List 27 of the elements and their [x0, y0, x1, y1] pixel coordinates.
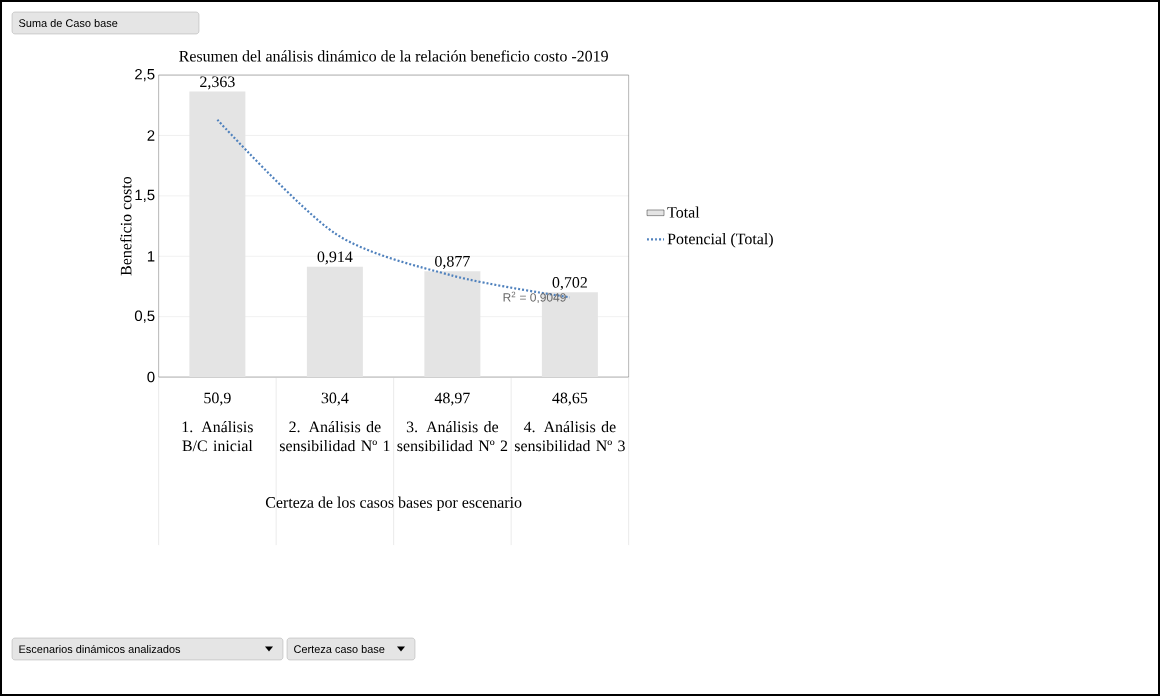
- y-tick-label: 1: [147, 251, 155, 262]
- y-tick-label: 1,5: [135, 189, 155, 202]
- chart-title: Resumen del análisis dinámico de la relación beneficio costo -2019: [179, 50, 608, 62]
- y-tick-label: 2,5: [135, 68, 155, 82]
- y-tick-label: 0,5: [134, 310, 155, 323]
- text: Certeza caso base: [294, 644, 385, 654]
- y-tick-label: 0: [147, 371, 155, 383]
- text: 50,9: [204, 392, 231, 406]
- text: Suma de Caso base: [19, 18, 118, 28]
- y-tick-label: 2: [147, 130, 155, 141]
- x-axis-title: Certeza de los casos bases por escenario: [265, 496, 522, 512]
- x-tick-label: 1. Análisis B/C inicial: [182, 421, 253, 452]
- text: 48,65: [552, 392, 588, 406]
- data-label: 0,877: [435, 255, 470, 269]
- data-label: 0,914: [317, 251, 353, 265]
- text: Escenarios dinámicos analizados: [19, 644, 181, 654]
- y-axis-title: Beneficio costo: [120, 176, 132, 276]
- x-tick-label: 3. Análisis de sensibilidad Nº 2: [397, 421, 508, 452]
- x-tick-label: 4. Análisis de sensibilidad Nº 3: [514, 421, 625, 452]
- text: 30,4: [321, 392, 349, 406]
- data-label: 2,363: [200, 76, 235, 90]
- legend-label: Potencial (Total): [667, 233, 773, 248]
- data-label: 0,702: [552, 277, 587, 291]
- x-tick-label: 2. Análisis de sensibilidad Nº 1: [279, 421, 390, 452]
- legend-label: Total: [667, 206, 700, 218]
- text: 48,97: [434, 392, 470, 406]
- annotation: R$^{2}$ = 0,9049: [503, 291, 566, 304]
